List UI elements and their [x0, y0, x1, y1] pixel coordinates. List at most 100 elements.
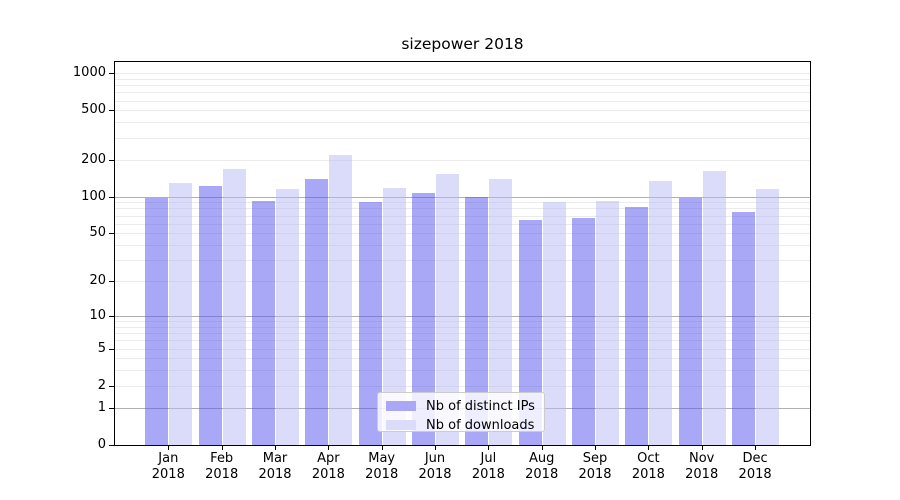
gridline-minor	[115, 326, 810, 328]
y-tick	[109, 110, 114, 112]
gridline-minor	[115, 358, 810, 360]
x-tick-label: Dec 2018	[738, 451, 772, 482]
bar-downloads	[489, 179, 513, 445]
x-tick	[648, 446, 650, 450]
bar-distinct-ips	[358, 202, 382, 445]
bar-downloads	[649, 180, 673, 445]
bar-distinct-ips	[572, 217, 595, 445]
gridline-minor	[115, 92, 810, 94]
y-tick-label: 20	[89, 273, 106, 289]
y-tick-label: 1	[97, 399, 106, 415]
gridline-minor	[115, 137, 810, 139]
gridline-minor	[115, 78, 810, 80]
x-tick-label: Jul 2018	[471, 451, 505, 482]
x-tick-label: Jan 2018	[151, 451, 185, 482]
gridline-minor	[115, 370, 810, 372]
y-tick-label: 10	[89, 307, 106, 323]
x-tick	[435, 446, 436, 450]
legend-row-distinct-ips: Nb of distinct IPs	[386, 398, 536, 414]
gridline-minor	[115, 73, 810, 75]
bar-downloads	[276, 189, 299, 445]
x-tick-label: Jun 2018	[418, 451, 452, 482]
legend: Nb of distinct IPs Nb of downloads	[377, 392, 545, 433]
gridline-minor	[115, 85, 810, 87]
gridline-minor	[115, 159, 810, 161]
y-tick-label: 1000	[72, 65, 106, 81]
gridline-minor	[115, 333, 810, 335]
gridline-minor	[115, 385, 810, 387]
gridline-minor	[115, 260, 810, 262]
gridline-minor	[115, 100, 810, 102]
x-tick	[488, 446, 490, 450]
plot-area: Nb of distinct IPs Nb of downloads	[114, 61, 811, 446]
x-tick	[541, 446, 543, 450]
legend-label-distinct-ips: Nb of distinct IPs	[426, 398, 535, 414]
x-tick	[701, 446, 703, 450]
gridline-minor	[115, 215, 810, 217]
chart-title: sizepower 2018	[401, 35, 524, 53]
y-tick	[109, 233, 114, 235]
legend-label-downloads: Nb of downloads	[426, 417, 535, 433]
bar-downloads	[382, 187, 406, 445]
y-tick-label: 200	[81, 151, 106, 167]
y-tick	[109, 281, 114, 283]
x-tick-label: Apr 2018	[311, 451, 345, 482]
gridline-major	[115, 315, 810, 317]
gridline-minor	[115, 321, 810, 323]
bar-distinct-ips	[465, 196, 489, 445]
x-tick-label: Oct 2018	[631, 451, 665, 482]
bar-downloads	[169, 183, 193, 445]
bar-distinct-ips	[305, 178, 329, 445]
x-tick-label: Sep 2018	[578, 451, 612, 482]
bar-downloads	[542, 202, 566, 445]
x-tick-label: Feb 2018	[205, 451, 239, 482]
x-tick	[328, 446, 330, 450]
bar-downloads	[436, 174, 459, 445]
gridline-minor	[115, 223, 810, 225]
bar-downloads	[756, 189, 780, 445]
x-tick	[275, 446, 276, 450]
gridline-minor	[115, 340, 810, 342]
y-tick-label: 500	[81, 102, 106, 118]
bar-downloads	[329, 155, 353, 445]
bar-distinct-ips	[678, 198, 702, 445]
bar-downloads	[222, 168, 246, 445]
y-tick-label: 50	[89, 225, 106, 241]
legend-row-downloads: Nb of downloads	[386, 417, 536, 433]
gridline-minor	[115, 233, 810, 235]
y-tick	[109, 159, 114, 161]
bar-distinct-ips	[252, 200, 275, 445]
y-tick	[109, 407, 114, 409]
y-tick	[109, 385, 114, 387]
y-tick	[109, 445, 114, 446]
bar-distinct-ips	[198, 186, 222, 445]
gridline-minor	[115, 122, 810, 124]
gridline-minor	[115, 202, 810, 204]
x-tick	[381, 446, 383, 450]
bar-distinct-ips	[412, 193, 435, 445]
y-tick-label: 2	[97, 377, 106, 393]
gridline-minor	[115, 281, 810, 283]
x-tick-label: Mar 2018	[258, 451, 292, 482]
bar-downloads	[702, 170, 726, 445]
x-tick	[755, 446, 757, 450]
x-tick-label: Nov 2018	[685, 451, 719, 482]
bar-distinct-ips	[145, 198, 169, 445]
gridline-minor	[115, 245, 810, 247]
x-tick-label: May 2018	[365, 451, 399, 482]
gridline-major	[115, 196, 810, 198]
bar-distinct-ips	[732, 211, 756, 445]
x-tick	[168, 446, 170, 450]
y-tick-label: 5	[97, 340, 106, 356]
legend-swatch-downloads	[386, 420, 416, 430]
x-tick	[595, 446, 596, 450]
y-tick-label: 100	[81, 188, 106, 204]
y-tick	[109, 73, 114, 75]
legend-swatch-distinct-ips	[386, 401, 416, 411]
y-tick	[109, 196, 114, 198]
y-tick	[109, 315, 114, 317]
gridline-minor	[115, 348, 810, 350]
bar-distinct-ips	[518, 220, 542, 445]
x-tick-label: Aug 2018	[525, 451, 559, 482]
